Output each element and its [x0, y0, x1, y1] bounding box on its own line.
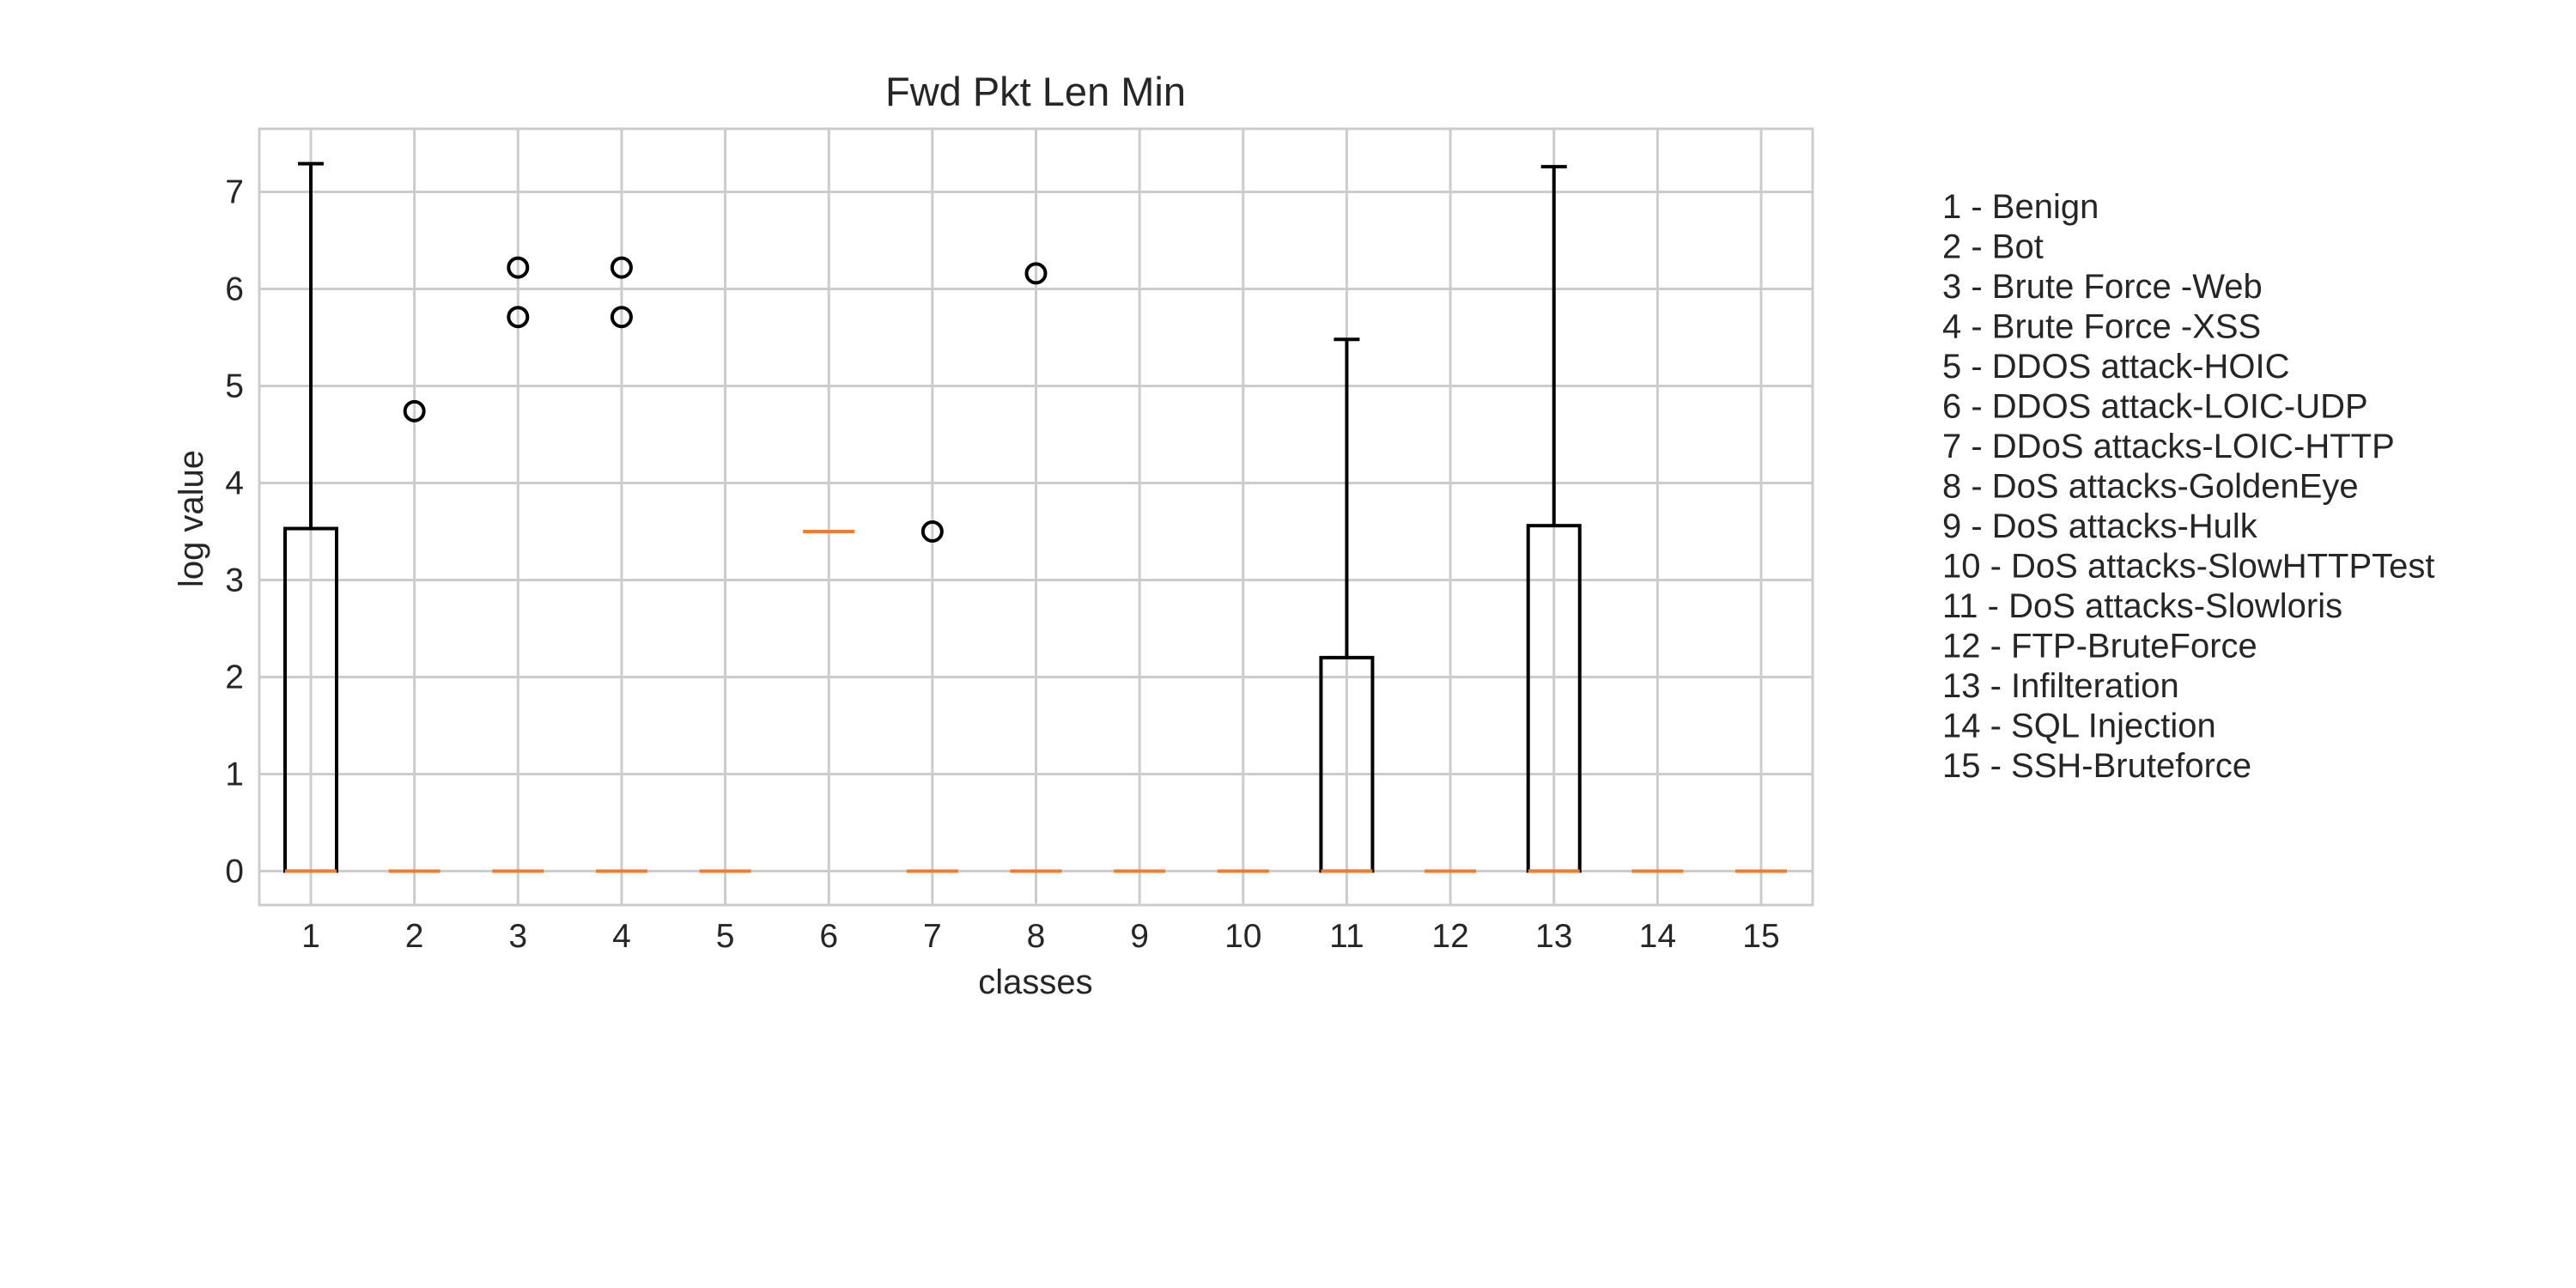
x-tick-label: 15: [1742, 918, 1779, 955]
x-tick-label: 4: [612, 918, 631, 955]
plot-frame: [258, 127, 1814, 907]
x-tick-label: 5: [716, 918, 735, 955]
x-axis-label: classes: [978, 963, 1092, 1001]
y-tick-label: 3: [225, 562, 244, 598]
outlier-point: [1024, 262, 1048, 285]
outlier-point: [610, 256, 633, 279]
y-tick-label: 6: [225, 270, 244, 307]
legend-item: 8 - DoS attacks-GoldenEye: [1942, 468, 2359, 506]
box-class-1: [283, 161, 338, 873]
legend-item: 3 - Brute Force -Web: [1942, 268, 2263, 306]
x-tick-label: 14: [1639, 918, 1676, 955]
box-class-11: [1319, 337, 1375, 873]
y-tick-label: 7: [225, 173, 244, 210]
y-tick-label: 0: [225, 853, 244, 890]
x-tick-label: 8: [1027, 918, 1046, 955]
x-tick-label: 13: [1535, 918, 1572, 955]
legend-item: 4 - Brute Force -XSS: [1942, 308, 2261, 346]
legend-item: 15 - SSH-Bruteforce: [1942, 747, 2251, 785]
chart-title: Fwd Pkt Len Min: [885, 69, 1186, 114]
outlier-point: [610, 306, 633, 329]
legend-item: 10 - DoS attacks-SlowHTTPTest: [1942, 548, 2435, 586]
legend-item: 5 - DDOS attack-HOIC: [1942, 348, 2290, 386]
x-tick-label: 1: [301, 918, 320, 955]
x-tick-label: 6: [819, 918, 838, 955]
legend-item: 1 - Benign: [1942, 188, 2099, 226]
legend-item: 9 - DoS attacks-Hulk: [1942, 507, 2258, 545]
outlier-point: [403, 399, 426, 422]
outlier-point: [507, 306, 530, 329]
boxes: [283, 161, 1787, 873]
x-tick-label: 2: [405, 918, 424, 955]
y-axis-label: log value: [173, 450, 210, 587]
box-class-3: [492, 256, 544, 873]
x-tick-label: 12: [1431, 918, 1468, 955]
legend-item: 2 - Bot: [1942, 228, 2044, 266]
box-class-8: [1010, 262, 1062, 873]
box-class-2: [388, 399, 440, 873]
legend-item: 12 - FTP-BruteForce: [1942, 628, 2257, 665]
outlier-point: [507, 256, 530, 279]
x-tick-label: 3: [508, 918, 527, 955]
y-tick-label: 2: [225, 659, 244, 696]
x-tick-label: 10: [1224, 918, 1261, 955]
y-tick-label: 4: [225, 465, 244, 501]
y-tick-label: 1: [225, 756, 244, 793]
box-class-13: [1526, 165, 1582, 873]
outlier-point: [920, 519, 944, 543]
x-tick-label: 9: [1130, 918, 1149, 955]
legend-item: 6 - DDOS attack-LOIC-UDP: [1942, 388, 2368, 426]
legend-item: 13 - Infilteration: [1942, 667, 2179, 705]
x-tick-label: 7: [923, 918, 942, 955]
legend-item: 7 - DDoS attacks-LOIC-HTTP: [1942, 428, 2395, 465]
legend-item: 14 - SQL Injection: [1942, 708, 2216, 745]
box-class-7: [906, 519, 958, 873]
box-class-4: [595, 256, 647, 873]
x-tick-label: 11: [1329, 918, 1364, 955]
y-tick-label: 5: [225, 368, 244, 404]
legend-item: 11 - DoS attacks-Slowloris: [1942, 587, 2342, 625]
